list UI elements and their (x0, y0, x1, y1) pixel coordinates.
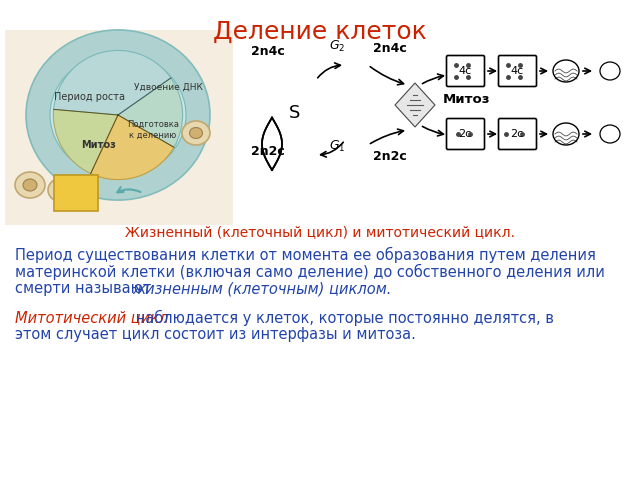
Text: 2n4c: 2n4c (251, 45, 285, 58)
Text: 4c: 4c (458, 66, 472, 76)
Text: Период роста: Период роста (54, 92, 125, 102)
Text: Митоз: Митоз (443, 93, 490, 106)
Wedge shape (54, 50, 171, 115)
Text: материнской клетки (включая само деление) до собственного деления или: материнской клетки (включая само деление… (15, 264, 605, 280)
Text: Период существования клетки от момента ее образования путем деления: Период существования клетки от момента е… (15, 247, 596, 263)
Text: $G_2$: $G_2$ (329, 39, 345, 54)
Text: 2c: 2c (510, 129, 524, 139)
Ellipse shape (600, 62, 620, 80)
Ellipse shape (553, 60, 579, 82)
Text: Жизненный (клеточный цикл) и митотический цикл.: Жизненный (клеточный цикл) и митотически… (125, 225, 515, 239)
Text: $G_1$: $G_1$ (329, 139, 345, 154)
Text: S: S (289, 104, 301, 122)
Ellipse shape (26, 30, 210, 200)
Wedge shape (91, 115, 174, 180)
Ellipse shape (50, 54, 186, 176)
Ellipse shape (56, 184, 68, 195)
Text: наблюдается у клеток, которые постоянно делятся, в: наблюдается у клеток, которые постоянно … (131, 310, 554, 326)
Text: 2n2c: 2n2c (251, 145, 285, 158)
Text: Митотический цикл: Митотический цикл (15, 310, 168, 325)
Ellipse shape (23, 179, 37, 191)
Text: жизненным (клеточным) циклом.: жизненным (клеточным) циклом. (132, 281, 392, 296)
Ellipse shape (189, 128, 202, 139)
Polygon shape (395, 83, 435, 127)
FancyBboxPatch shape (499, 56, 536, 86)
Wedge shape (53, 109, 118, 174)
Ellipse shape (15, 172, 45, 198)
Text: Митоз: Митоз (81, 140, 115, 150)
Text: 2n4c: 2n4c (373, 42, 407, 55)
Text: этом случает цикл состоит из интерфазы и митоза.: этом случает цикл состоит из интерфазы и… (15, 327, 416, 342)
Text: смерти называют: смерти называют (15, 281, 156, 296)
Text: Подготовка
к делению: Подготовка к делению (127, 120, 179, 140)
Text: 2n2c: 2n2c (373, 150, 407, 163)
Text: Деление клеток: Деление клеток (213, 20, 427, 44)
FancyBboxPatch shape (447, 56, 484, 86)
Ellipse shape (182, 121, 210, 145)
FancyBboxPatch shape (5, 30, 233, 225)
Wedge shape (118, 78, 182, 147)
FancyBboxPatch shape (499, 119, 536, 149)
Text: Удвоение ДНК: Удвоение ДНК (134, 83, 202, 92)
FancyBboxPatch shape (54, 175, 98, 211)
Text: 4c: 4c (510, 66, 524, 76)
Text: 2c: 2c (458, 129, 472, 139)
Ellipse shape (600, 125, 620, 143)
Ellipse shape (553, 123, 579, 145)
FancyBboxPatch shape (447, 119, 484, 149)
Ellipse shape (48, 178, 76, 202)
